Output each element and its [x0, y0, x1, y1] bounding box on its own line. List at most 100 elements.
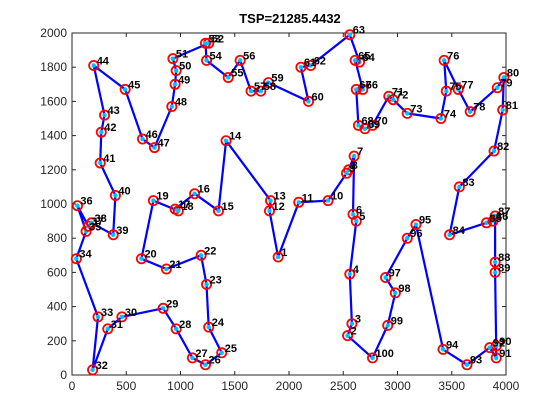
city-label: 49: [178, 74, 190, 86]
city-label: 23: [210, 274, 222, 286]
city-label: 42: [104, 122, 116, 134]
city-marker-core: [492, 213, 498, 219]
city-marker: [452, 83, 464, 95]
city-marker-core: [351, 153, 357, 159]
city-marker-core: [111, 232, 116, 237]
city-marker-core: [170, 56, 176, 61]
y-tick-label: 800: [47, 231, 67, 245]
city-marker: [148, 142, 160, 154]
city-marker: [71, 200, 83, 212]
city-marker-core: [113, 193, 118, 198]
city-marker-core: [98, 160, 103, 166]
city-marker-core: [206, 324, 211, 330]
city-label: 45: [128, 79, 140, 91]
city-marker: [382, 319, 394, 331]
city-label: 3: [355, 314, 361, 326]
city-label: 48: [175, 97, 187, 109]
city-marker: [167, 53, 179, 65]
city-label: 58: [264, 81, 276, 93]
city-label: 7: [357, 146, 363, 158]
city-marker-core: [140, 136, 145, 142]
city-marker: [389, 287, 401, 299]
city-marker-core: [192, 191, 197, 196]
city-marker: [497, 104, 509, 116]
city-marker: [272, 251, 284, 263]
city-marker: [199, 37, 211, 49]
city-label: 78: [473, 102, 485, 114]
city-marker: [137, 133, 149, 145]
city-label: 51: [176, 49, 188, 61]
city-marker-core: [298, 65, 304, 70]
x-tick-label: 2000: [276, 379, 303, 393]
city-marker: [203, 321, 215, 333]
city-marker: [169, 78, 181, 90]
axes-frame: [71, 32, 507, 376]
city-label: 84: [453, 225, 466, 237]
city-marker-core: [139, 256, 144, 261]
city-marker: [107, 229, 119, 241]
city-label: 88: [498, 252, 510, 264]
city-marker: [222, 71, 234, 83]
city-marker-core: [122, 87, 128, 92]
city-label: 20: [144, 249, 156, 261]
city-marker: [234, 54, 246, 66]
city-marker-core: [216, 208, 221, 214]
city-marker-core: [405, 236, 410, 241]
city-label: 21: [169, 259, 181, 271]
city-marker: [410, 219, 422, 231]
marker-layer: [70, 29, 510, 376]
city-marker: [303, 95, 315, 107]
city-marker: [461, 359, 473, 371]
city-marker-core: [164, 266, 169, 272]
x-tick-label: 0: [69, 379, 76, 393]
city-label: 95: [419, 215, 431, 227]
city-label: 53: [208, 33, 220, 45]
city-marker-core: [354, 218, 359, 224]
city-marker: [380, 272, 392, 284]
city-label: 55: [231, 67, 243, 79]
y-tick-label: 1600: [40, 94, 67, 108]
city-marker-core: [413, 222, 419, 227]
city-marker-core: [99, 129, 104, 135]
y-axis: 0 200 400 600 800 1000 1200 1400 1600 1800 2000: [40, 26, 506, 382]
city-marker: [86, 217, 98, 229]
city-marker-core: [102, 112, 107, 118]
city-label: 24: [212, 317, 225, 329]
city-marker: [157, 302, 169, 314]
city-label: 63: [353, 25, 365, 37]
x-tick-label: 4000: [493, 379, 520, 393]
x-tick-label: 500: [116, 379, 136, 393]
city-marker-core: [492, 259, 498, 265]
city-marker-core: [173, 326, 179, 332]
city-marker: [166, 101, 178, 113]
city-marker-core: [385, 323, 390, 328]
city-label: 25: [225, 343, 237, 355]
city-label: 92: [493, 338, 505, 350]
city-marker: [216, 347, 228, 359]
city-marker-core: [74, 256, 79, 261]
city-marker: [87, 364, 99, 376]
city-marker-core: [494, 355, 499, 361]
city-marker: [387, 94, 399, 106]
label-layer: 1234567891011121314151617181920212223242…: [79, 25, 519, 372]
city-marker-core: [464, 362, 470, 367]
city-marker: [135, 253, 147, 265]
city-marker: [119, 83, 131, 95]
city-marker: [347, 208, 359, 220]
city-label: 32: [96, 360, 108, 372]
city-label: 4: [353, 264, 360, 276]
city-marker-core: [91, 63, 96, 68]
city-marker: [344, 268, 356, 280]
city-label: 44: [97, 55, 110, 67]
city-label: 18: [181, 201, 193, 213]
city-marker: [435, 113, 447, 125]
city-marker-core: [105, 326, 111, 332]
city-marker-core: [268, 198, 273, 203]
city-label: 83: [462, 177, 474, 189]
x-tick-label: 1000: [167, 379, 194, 393]
city-marker: [95, 126, 107, 138]
city-label: 52: [212, 33, 224, 45]
city-label: 97: [389, 268, 401, 280]
city-marker-core: [370, 355, 375, 361]
